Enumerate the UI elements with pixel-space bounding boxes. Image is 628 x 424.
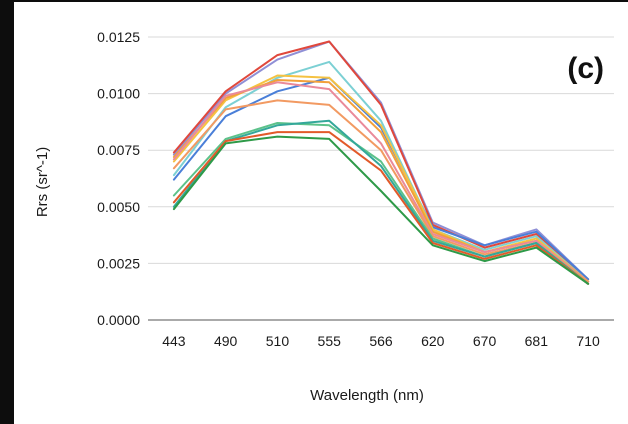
y-axis-ticks: 0.0000 0.0025 0.0050 0.0075 0.0100 0.0125 [97, 29, 140, 328]
series-line-10 [172, 119, 590, 285]
y-tick-label: 0.0075 [97, 142, 140, 158]
x-tick-label: 681 [525, 333, 549, 349]
x-tick-label: 443 [162, 333, 186, 349]
x-axis-ticks: 443 490 510 555 566 620 670 681 710 [162, 333, 600, 349]
chart-panel: 0.0000 0.0025 0.0050 0.0075 0.0100 0.0125 443… [14, 2, 628, 424]
series-line-9 [172, 122, 590, 285]
x-tick-label: 555 [318, 333, 342, 349]
y-tick-label: 0.0050 [97, 199, 140, 215]
y-tick-label: 0.0100 [97, 86, 140, 102]
x-tick-label: 620 [421, 333, 445, 349]
y-tick-label: 0.0125 [97, 29, 140, 45]
series-line-11 [172, 131, 590, 285]
y-tick-label: 0.0025 [97, 255, 140, 271]
x-tick-label: 566 [369, 333, 393, 349]
series-lines [172, 40, 590, 285]
x-tick-label: 510 [266, 333, 290, 349]
series-line-3 [172, 76, 590, 281]
gridlines [148, 36, 614, 321]
series-line-7 [172, 81, 590, 283]
x-tick-label: 490 [214, 333, 238, 349]
line-chart: 0.0000 0.0025 0.0050 0.0075 0.0100 0.0125 443… [34, 29, 614, 404]
series-line-12 [172, 135, 590, 285]
x-tick-label: 670 [473, 333, 497, 349]
series-line-2 [172, 40, 590, 281]
x-tick-label: 710 [576, 333, 600, 349]
y-tick-label: 0.0000 [97, 312, 140, 328]
x-axis-title: Wavelength (nm) [310, 387, 424, 404]
series-line-4 [172, 60, 590, 283]
panel-label: (c) [567, 52, 604, 85]
y-axis-title: Rrs (sr^-1) [34, 147, 51, 217]
series-line-1 [172, 40, 590, 281]
